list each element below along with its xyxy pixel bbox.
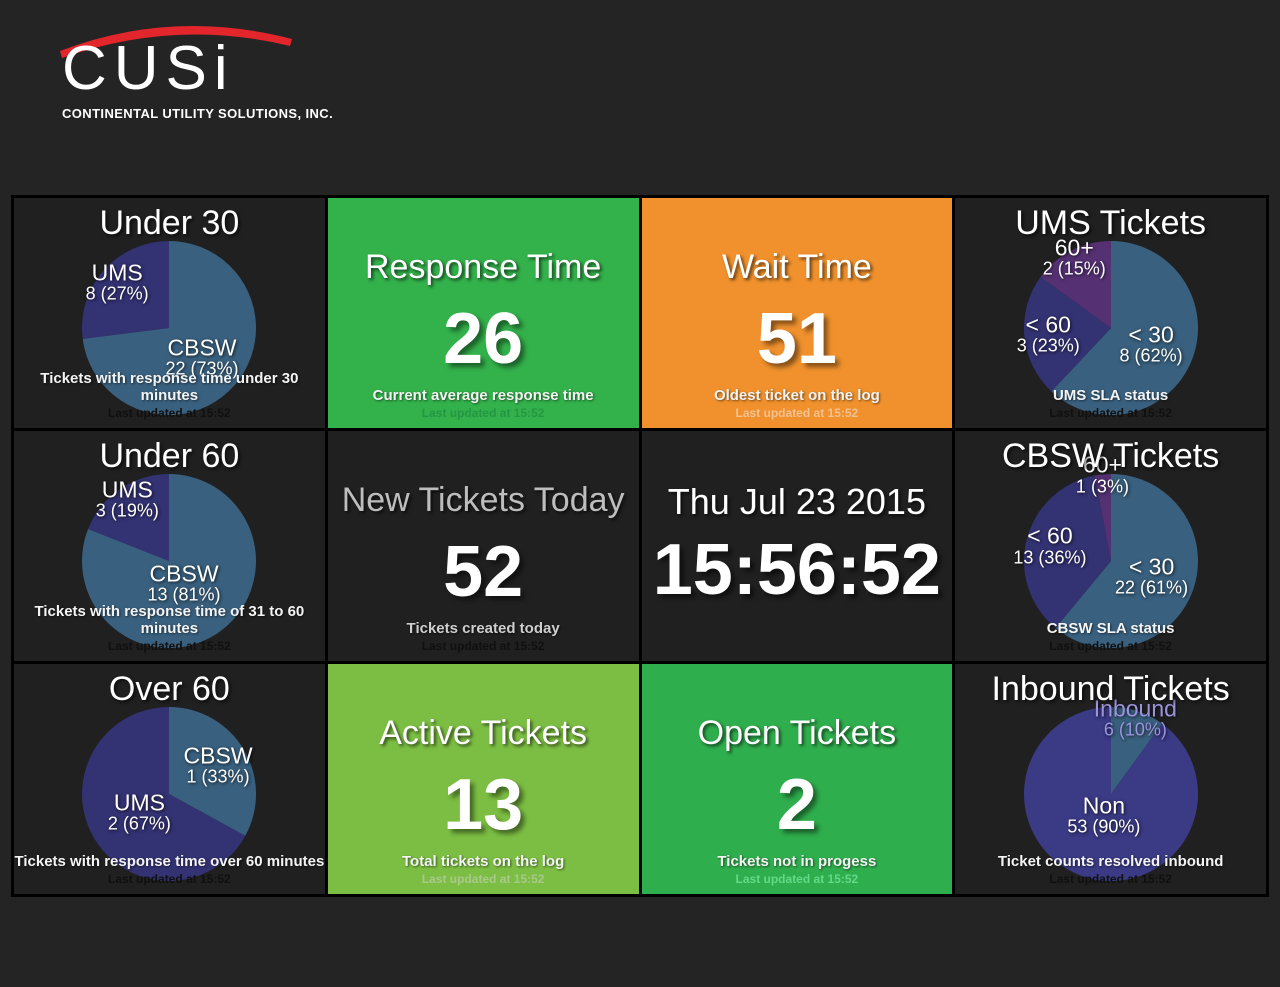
updated-label: Last updated at 15:52 bbox=[1049, 872, 1172, 886]
clock-time: 15:56:52 bbox=[652, 530, 941, 610]
metric-value: 13 bbox=[443, 765, 524, 845]
tile-title: Wait Time bbox=[721, 248, 872, 286]
metric-value: 52 bbox=[443, 532, 524, 612]
tile-open-tickets: Open Tickets 2 Tickets not in progess La… bbox=[641, 664, 953, 894]
updated-label: Last updated at 15:52 bbox=[735, 872, 859, 886]
updated-label: Last updated at 15:52 bbox=[735, 406, 859, 420]
tile-under-30: Under 30 CBSW 22 (73%) UMS 8 (27%) Tickets … bbox=[14, 198, 325, 428]
tile-ums-tickets: UMS Tickets < 30 8 (62%) < 60 3 (23%) 60+ 2 (… bbox=[955, 198, 1266, 428]
tile-caption: Tickets with response time over 60 minut… bbox=[14, 853, 325, 870]
pie-slice-label: CBSW 22 (73%) bbox=[165, 334, 239, 379]
over-60-pie-chart: CBSW 1 (33%) UMS 2 (67%) bbox=[81, 706, 257, 882]
tile-title: New Tickets Today bbox=[341, 481, 625, 519]
tile-clock: Thu Jul 23 2015 15:56:52 bbox=[641, 431, 953, 661]
pie-svg bbox=[82, 474, 257, 648]
pie-slice-30 bbox=[1051, 241, 1198, 415]
metric-value: 2 bbox=[776, 765, 817, 845]
inbound-tickets-pie-chart: Inbound 6 (10%) Non 53 (90%) bbox=[1023, 696, 1199, 882]
updated-label: Last updated at 15:52 bbox=[108, 406, 231, 420]
pie-slice-cbsw bbox=[83, 241, 257, 415]
tile-caption: Tickets with response time under 30 minu… bbox=[40, 370, 299, 404]
pie-slice-60 bbox=[1094, 474, 1111, 561]
cbsw-tickets-pie-chart: < 30 22 (61%) < 60 13 (36%) 60+ 1 (3%) bbox=[1013, 453, 1199, 649]
tile-active-tickets: Active Tickets 13 Total tickets on the l… bbox=[327, 664, 639, 894]
cusi-logo: CUSi CONTINENTAL UTILITY SOLUTIONS, INC. bbox=[60, 16, 362, 121]
pie-slice-label: CBSW 1 (33%) bbox=[183, 742, 253, 787]
pie-svg bbox=[1023, 474, 1198, 648]
logo-subtitle: CONTINENTAL UTILITY SOLUTIONS, INC. bbox=[62, 106, 334, 121]
updated-label: Last updated at 15:52 bbox=[1049, 639, 1172, 653]
logo-swoosh-icon bbox=[60, 26, 292, 58]
tile-title: UMS Tickets bbox=[1015, 204, 1207, 242]
tile-cbsw-tickets: CBSW Tickets < 30 22 (61%) < 60 13 (36%) 60+… bbox=[955, 431, 1266, 661]
updated-label: Last updated at 15:52 bbox=[421, 872, 545, 886]
pie-slice-60 bbox=[1040, 241, 1111, 328]
pie-slice-label: 60+ 2 (15%) bbox=[1042, 234, 1106, 279]
pie-svg bbox=[82, 241, 257, 415]
tile-title: Inbound Tickets bbox=[991, 670, 1230, 708]
updated-label: Last updated at 15:52 bbox=[108, 639, 231, 653]
tile-caption: Ticket counts resolved inbound bbox=[997, 853, 1224, 870]
pie-svg bbox=[82, 707, 257, 881]
pie-slice-60 bbox=[1023, 475, 1111, 629]
tile-caption: Tickets created today bbox=[406, 620, 560, 637]
under-30-pie-chart: CBSW 22 (73%) UMS 8 (27%) bbox=[81, 240, 257, 416]
tile-response-time: Response Time 26 Current average respons… bbox=[327, 198, 639, 428]
tile-title: Under 60 bbox=[99, 437, 240, 475]
pie-slice-cbsw bbox=[82, 474, 257, 648]
ums-tickets-pie-chart: < 30 8 (62%) < 60 3 (23%) 60+ 2 (15%) bbox=[1017, 235, 1199, 416]
tile-caption: CBSW SLA status bbox=[1046, 620, 1175, 637]
pie-slice-label: < 30 8 (62%) bbox=[1119, 321, 1183, 366]
pie-slice-label: < 60 3 (23%) bbox=[1016, 311, 1080, 356]
tile-new-tickets-today: New Tickets Today 52 Tickets created tod… bbox=[327, 431, 639, 661]
pie-slice-label: < 30 22 (61%) bbox=[1115, 553, 1189, 598]
dashboard-grid: Under 30 CBSW 22 (73%) UMS 8 (27%) Tickets … bbox=[11, 195, 1269, 897]
logo-wordmark: CUSi bbox=[62, 34, 235, 103]
pie-slice-ums bbox=[82, 707, 246, 881]
tile-caption: Oldest ticket on the log bbox=[713, 387, 880, 404]
pie-svg bbox=[1023, 707, 1198, 881]
pie-slice-60 bbox=[1023, 276, 1111, 392]
tile-title: Under 30 bbox=[99, 204, 240, 242]
pie-slice-ums bbox=[82, 241, 170, 339]
pie-slice-label: UMS 8 (27%) bbox=[85, 259, 149, 304]
pie-slice-label: CBSW 13 (81%) bbox=[147, 560, 221, 605]
tile-caption: Total tickets on the log bbox=[402, 853, 565, 870]
pie-slice-label: UMS 2 (67%) bbox=[107, 789, 171, 834]
tile-caption: Tickets not in progess bbox=[717, 853, 877, 870]
pie-svg bbox=[1023, 241, 1198, 415]
tile-wait-time: Wait Time 51 Oldest ticket on the log La… bbox=[641, 198, 953, 428]
tile-title: Response Time bbox=[365, 248, 602, 286]
tile-inbound-tickets: Inbound Tickets Inbound 6 (10%) Non 53 (90%… bbox=[955, 664, 1266, 894]
pie-slice-30 bbox=[1055, 474, 1198, 648]
pie-slice-label: Inbound 6 (10%) bbox=[1093, 695, 1177, 740]
pie-slice-label: 60+ 1 (3%) bbox=[1075, 451, 1129, 496]
tile-title: Open Tickets bbox=[697, 714, 897, 752]
updated-label: Last updated at 15:52 bbox=[108, 872, 231, 886]
tile-title: Over 60 bbox=[108, 670, 230, 708]
pie-slice-cbsw bbox=[169, 707, 257, 836]
metric-value: 26 bbox=[443, 299, 524, 379]
pie-slice-inbound bbox=[1110, 707, 1162, 794]
pie-slice-label: < 60 13 (36%) bbox=[1013, 522, 1087, 568]
tile-over-60: Over 60 CBSW 1 (33%) UMS 2 (67%) Tickets wi… bbox=[14, 664, 325, 894]
metric-value: 51 bbox=[756, 299, 837, 379]
tile-title: Active Tickets bbox=[379, 714, 588, 752]
updated-label: Last updated at 15:52 bbox=[421, 639, 545, 653]
tile-title: CBSW Tickets bbox=[1002, 437, 1220, 475]
tile-caption: Current average response time bbox=[372, 387, 594, 404]
updated-label: Last updated at 15:52 bbox=[1049, 406, 1172, 420]
tile-caption: Tickets with response time of 31 to 60 m… bbox=[34, 603, 305, 637]
under-60-pie-chart: CBSW 13 (81%) UMS 3 (19%) bbox=[81, 473, 257, 649]
tile-caption: UMS SLA status bbox=[1052, 387, 1169, 404]
pie-slice-non bbox=[1023, 707, 1198, 881]
pie-slice-label: UMS 3 (19%) bbox=[95, 476, 159, 521]
pie-slice-label: Non 53 (90%) bbox=[1067, 792, 1141, 837]
updated-label: Last updated at 15:52 bbox=[421, 406, 545, 420]
tile-under-60: Under 60 CBSW 13 (81%) UMS 3 (19%) Tickets … bbox=[14, 431, 325, 661]
pie-slice-ums bbox=[88, 474, 170, 561]
clock-date: Thu Jul 23 2015 bbox=[667, 481, 926, 522]
